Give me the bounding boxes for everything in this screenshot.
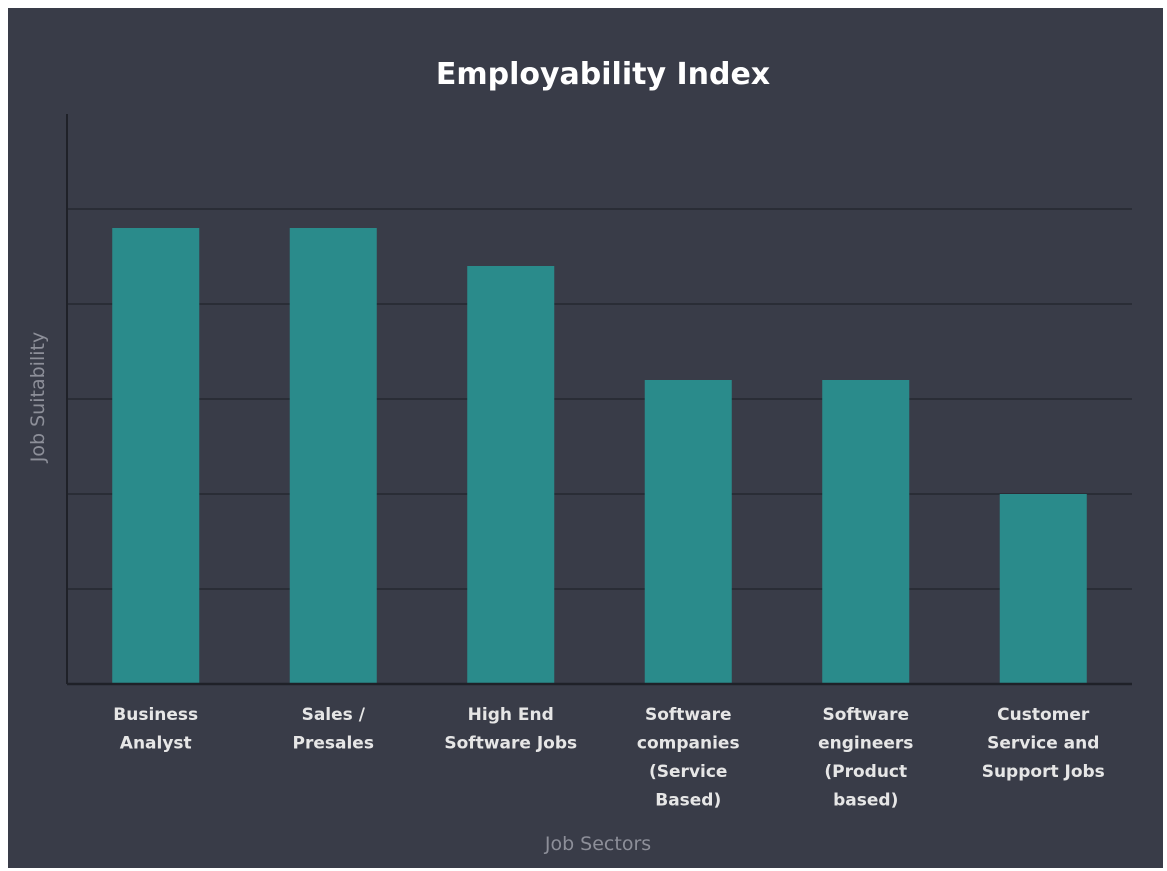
x-tick-labels: Business Analyst Sales / Presales High End So… <box>113 705 1104 811</box>
bar <box>467 266 555 684</box>
bar <box>644 380 732 684</box>
x-tick-label: Business Analyst <box>113 705 198 754</box>
gridlines <box>67 208 1132 590</box>
x-tick-label-line: (Product <box>824 762 907 782</box>
chart-background <box>8 8 1163 868</box>
bar <box>822 380 910 684</box>
chart-title: Employability Index <box>436 57 770 92</box>
x-tick-label-line: based) <box>833 791 898 811</box>
x-tick-label-line: Based) <box>655 791 721 811</box>
axes <box>66 114 1132 686</box>
x-tick-label: Software companies (Service Based) <box>637 705 740 811</box>
x-tick-label-line: engineers <box>818 734 913 754</box>
bars <box>112 228 1087 684</box>
x-tick-label-line: Customer <box>997 705 1090 725</box>
x-tick-label-line: Presales <box>293 734 374 754</box>
y-axis-title: Job Suitability <box>27 332 49 463</box>
x-axis-title: Job Sectors <box>544 833 651 855</box>
bar <box>999 494 1087 684</box>
x-tick-label: Customer Service and Support Jobs <box>982 705 1105 782</box>
x-tick-label-line: Analyst <box>120 734 192 754</box>
x-tick-label-line: companies <box>637 734 740 754</box>
x-tick-label-line: High End <box>468 705 554 725</box>
x-tick-label-line: Software Jobs <box>444 734 577 754</box>
bar <box>112 228 200 684</box>
x-tick-label-line: Software <box>822 705 909 725</box>
x-tick-label: High End Software Jobs <box>444 705 577 754</box>
x-tick-label-line: Sales / <box>302 705 366 725</box>
x-tick-label-line: Service and <box>987 734 1099 754</box>
bar <box>289 228 377 684</box>
x-tick-label-line: (Service <box>649 762 727 782</box>
x-tick-label-line: Software <box>645 705 732 725</box>
x-tick-label: Software engineers (Product based) <box>818 705 913 811</box>
x-tick-label: Sales / Presales <box>293 705 374 754</box>
x-tick-label-line: Support Jobs <box>982 762 1105 782</box>
x-tick-label-line: Business <box>113 705 198 725</box>
